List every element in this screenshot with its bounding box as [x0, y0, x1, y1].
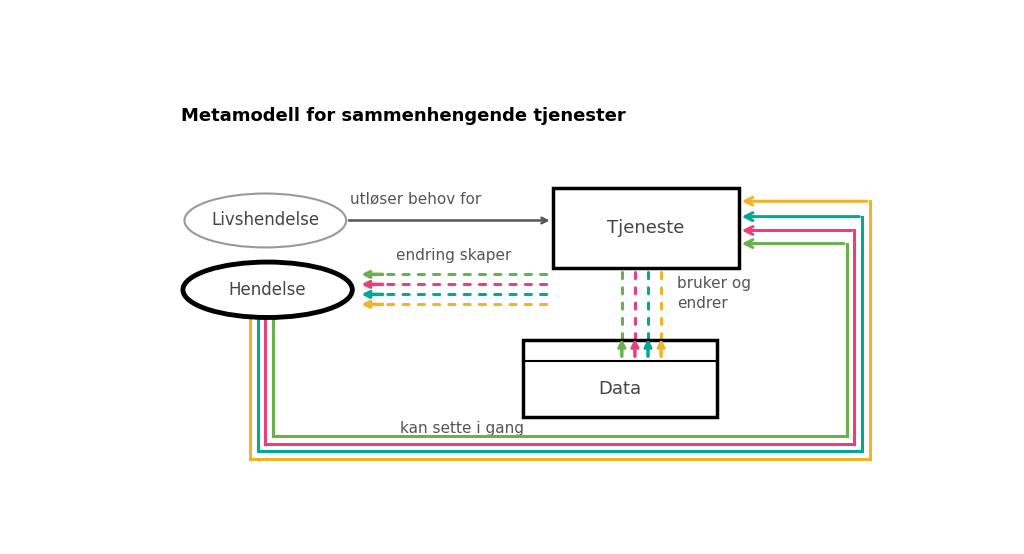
Text: Data: Data [599, 380, 642, 398]
Bar [553, 188, 739, 268]
Text: Metamodell for sammenhengende tjenester: Metamodell for sammenhengende tjenester [180, 106, 626, 125]
Ellipse shape [183, 262, 352, 317]
Ellipse shape [184, 193, 346, 248]
Bar [523, 340, 717, 417]
Text: endring skaper: endring skaper [396, 248, 512, 263]
Text: utløser behov for: utløser behov for [350, 192, 481, 207]
Text: Tjeneste: Tjeneste [607, 219, 684, 237]
Text: Hendelse: Hendelse [228, 281, 306, 299]
Text: bruker og
endrer: bruker og endrer [677, 276, 752, 311]
Text: kan sette i gang: kan sette i gang [399, 421, 523, 436]
Text: Livshendelse: Livshendelse [211, 212, 319, 229]
